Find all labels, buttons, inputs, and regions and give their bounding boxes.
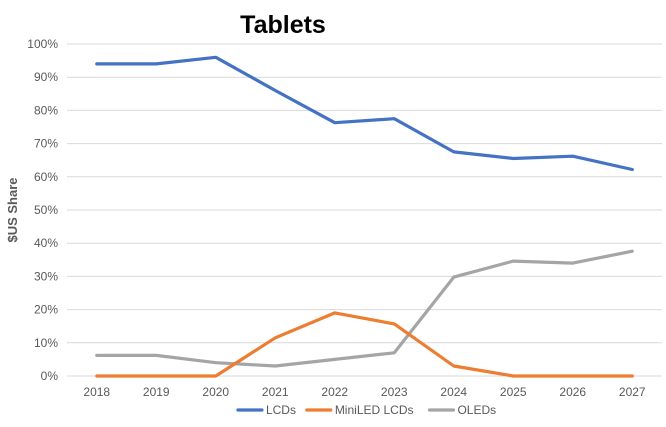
legend-label-oleds: OLEDs [457, 403, 496, 417]
x-tick-label: 2023 [381, 385, 408, 399]
x-tick-label: 2025 [500, 385, 527, 399]
legend: LCDs MiniLED LCDs OLEDs [236, 403, 496, 417]
y-axis-ticks: 0% 10% 20% 30% 40% 50% 60% 70% 80% 90% 100% [27, 37, 58, 383]
legend-label-lcds: LCDs [266, 403, 296, 417]
y-tick-label: 100% [27, 37, 58, 51]
y-tick-label: 40% [34, 236, 58, 250]
y-tick-label: 20% [34, 303, 58, 317]
x-tick-label: 2027 [619, 385, 646, 399]
series-line-oleds [95, 249, 634, 368]
series-line-lcds [95, 55, 634, 172]
x-tick-label: 2020 [202, 385, 229, 399]
legend-label-miniled-lcds: MiniLED LCDs [335, 403, 414, 417]
y-tick-label: 80% [34, 103, 58, 117]
x-tick-label: 2022 [321, 385, 348, 399]
y-axis-label: $US Share [5, 177, 20, 242]
y-tick-label: 30% [34, 269, 58, 283]
series-line-miniled-lcds [95, 311, 634, 378]
y-tick-label: 10% [34, 336, 58, 350]
gridlines [67, 43, 662, 377]
x-tick-label: 2018 [83, 385, 110, 399]
x-tick-label: 2021 [262, 385, 289, 399]
x-tick-label: 2024 [440, 385, 467, 399]
y-tick-label: 0% [41, 369, 59, 383]
y-tick-label: 50% [34, 203, 58, 217]
x-tick-label: 2026 [559, 385, 586, 399]
y-tick-label: 70% [34, 137, 58, 151]
x-tick-label: 2019 [143, 385, 170, 399]
x-axis-ticks: 2018 2019 2020 2021 2022 2023 2024 2025 2026 2027 [83, 385, 646, 399]
y-tick-label: 90% [34, 70, 58, 84]
y-tick-label: 60% [34, 170, 58, 184]
chart-title: Tablets [240, 11, 326, 39]
series-lines [95, 55, 634, 378]
